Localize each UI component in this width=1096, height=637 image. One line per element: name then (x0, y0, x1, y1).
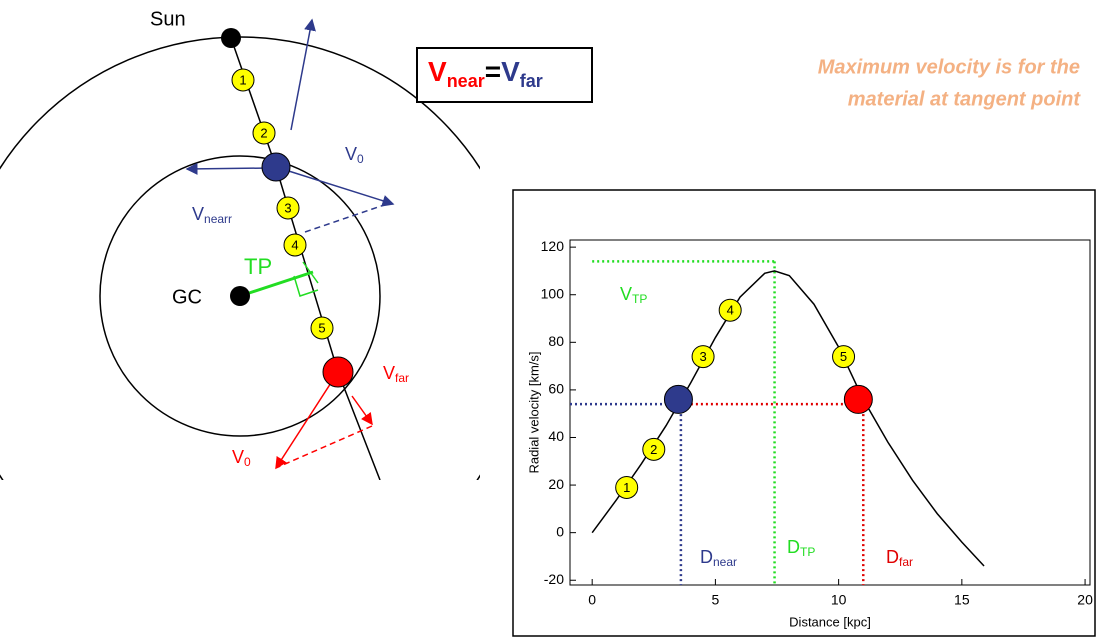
main: V (383, 363, 395, 383)
marker-label: 5 (840, 349, 847, 364)
canvas: 12345 Sun GC TP V0 Vnearr Vfar V0 Vnear=… (0, 0, 1096, 637)
main: V (620, 284, 632, 304)
y-tick-label: 80 (548, 333, 564, 349)
marker-label: 1 (239, 72, 246, 87)
op: = (485, 56, 501, 87)
marker-label: 5 (318, 320, 325, 335)
near-point (262, 153, 290, 181)
far-point (323, 357, 353, 387)
y-tick-label: 100 (541, 285, 565, 301)
main: V (428, 56, 447, 87)
marker-label: 1 (623, 480, 630, 495)
main: V (345, 144, 357, 164)
y-tick-label: 20 (548, 476, 564, 492)
y-axis-label: Radial velocity [km/s] (526, 351, 541, 473)
main: D (886, 547, 899, 567)
sub: TP (632, 292, 647, 306)
near-point (664, 385, 692, 413)
vnear-label: Vnearr (192, 204, 232, 226)
y-tick-label: 120 (541, 238, 565, 254)
arrow (352, 396, 372, 424)
v0-red-label: V0 (232, 447, 251, 469)
marker-label: 3 (284, 200, 291, 215)
y-tick-label: -20 (544, 571, 564, 587)
gc-dot (230, 286, 250, 306)
sun-dot (221, 28, 241, 48)
sub: far (395, 371, 409, 385)
marker-label: 3 (699, 349, 706, 364)
tp-label: TP (244, 254, 272, 279)
sub: far (899, 555, 913, 569)
x-tick-label: 10 (831, 592, 847, 608)
sub: nearr (204, 212, 232, 226)
x-axis-label: Distance [kpc] (789, 614, 871, 629)
main: V (192, 204, 204, 224)
main: D (787, 537, 800, 557)
gc-label: GC (172, 286, 202, 308)
x-tick-label: 15 (954, 592, 970, 608)
vfar-label: Vfar (383, 363, 409, 385)
note: material at tangent point (848, 88, 1082, 110)
sub: 0 (357, 152, 364, 166)
marker-label: 2 (260, 125, 267, 140)
sub: near (447, 71, 485, 91)
sun-label: Sun (150, 8, 186, 30)
arrow (187, 168, 270, 169)
v0-label: V0 (345, 144, 364, 166)
arrow (291, 20, 312, 130)
sub: far (520, 71, 543, 91)
y-tick-label: 40 (548, 428, 564, 444)
chart-frame (513, 190, 1095, 636)
main: V (232, 447, 244, 467)
page: {"diagram": {"sun": "Sun", "gc": "GC", "… (0, 0, 1096, 637)
marker-label: 2 (650, 442, 657, 457)
y-tick-label: 0 (556, 523, 564, 539)
note: Maximum velocity is for the (818, 56, 1080, 78)
sub: near (713, 555, 737, 569)
y-tick-label: 60 (548, 381, 564, 397)
arrow (276, 372, 338, 468)
main: D (700, 547, 713, 567)
marker-label: 4 (727, 303, 734, 318)
main: V (501, 56, 520, 87)
x-tick-label: 5 (712, 592, 720, 608)
sub: 0 (244, 455, 251, 469)
sub: TP (800, 545, 815, 559)
marker-label: 4 (291, 237, 298, 252)
x-tick-label: 20 (1077, 592, 1093, 608)
far-point (844, 385, 872, 413)
x-tick-label: 0 (588, 592, 596, 608)
